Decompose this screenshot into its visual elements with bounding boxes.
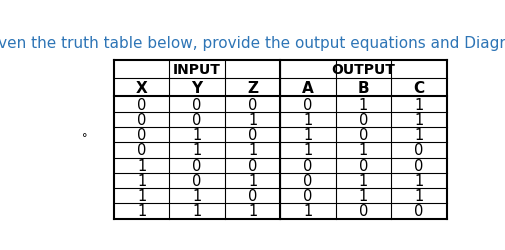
Text: 1: 1 bbox=[414, 97, 424, 112]
Text: 1: 1 bbox=[192, 188, 202, 203]
Text: 1: 1 bbox=[414, 128, 424, 142]
Text: °: ° bbox=[82, 133, 87, 143]
Text: 0: 0 bbox=[248, 97, 258, 112]
Text: 1: 1 bbox=[414, 188, 424, 203]
Text: 0: 0 bbox=[359, 128, 368, 142]
Text: 1: 1 bbox=[248, 173, 257, 188]
Text: 0: 0 bbox=[359, 204, 368, 218]
Text: 1: 1 bbox=[359, 188, 368, 203]
Text: X: X bbox=[136, 80, 147, 96]
Text: 1: 1 bbox=[192, 204, 202, 218]
Text: 0: 0 bbox=[304, 173, 313, 188]
Text: 0: 0 bbox=[192, 158, 202, 173]
Text: 0: 0 bbox=[248, 188, 258, 203]
Text: 1: 1 bbox=[359, 97, 368, 112]
Text: B: B bbox=[358, 80, 369, 96]
Text: A: A bbox=[302, 80, 314, 96]
Text: C: C bbox=[414, 80, 425, 96]
Text: 0: 0 bbox=[304, 158, 313, 173]
Text: 1: 1 bbox=[304, 112, 313, 127]
Text: 1: 1 bbox=[137, 188, 146, 203]
Text: 1: 1 bbox=[304, 204, 313, 218]
Text: 0: 0 bbox=[137, 112, 146, 127]
Text: Given the truth table below, provide the output equations and Diagram.: Given the truth table below, provide the… bbox=[0, 36, 505, 51]
Text: 0: 0 bbox=[359, 158, 368, 173]
Text: 1: 1 bbox=[359, 173, 368, 188]
Text: 0: 0 bbox=[192, 112, 202, 127]
Text: 1: 1 bbox=[248, 112, 257, 127]
Text: OUTPUT: OUTPUT bbox=[332, 63, 395, 77]
Text: 0: 0 bbox=[414, 143, 424, 158]
Text: 1: 1 bbox=[248, 143, 257, 158]
Text: 0: 0 bbox=[304, 97, 313, 112]
Text: 0: 0 bbox=[248, 158, 258, 173]
Text: 1: 1 bbox=[192, 128, 202, 142]
Text: 1: 1 bbox=[137, 173, 146, 188]
Text: 1: 1 bbox=[304, 128, 313, 142]
Text: 1: 1 bbox=[137, 204, 146, 218]
Text: INPUT: INPUT bbox=[173, 63, 221, 77]
Text: 0: 0 bbox=[414, 204, 424, 218]
Text: 0: 0 bbox=[359, 112, 368, 127]
Text: 0: 0 bbox=[192, 173, 202, 188]
Text: 1: 1 bbox=[414, 112, 424, 127]
Text: 1: 1 bbox=[137, 158, 146, 173]
Text: 1: 1 bbox=[248, 204, 257, 218]
Text: 1: 1 bbox=[359, 143, 368, 158]
Text: Y: Y bbox=[191, 80, 203, 96]
Text: 1: 1 bbox=[414, 173, 424, 188]
Text: 0: 0 bbox=[192, 97, 202, 112]
Text: 0: 0 bbox=[137, 128, 146, 142]
Text: 0: 0 bbox=[414, 158, 424, 173]
Text: 0: 0 bbox=[304, 188, 313, 203]
Text: 1: 1 bbox=[192, 143, 202, 158]
Text: 0: 0 bbox=[248, 128, 258, 142]
Text: Z: Z bbox=[247, 80, 258, 96]
Text: 1: 1 bbox=[304, 143, 313, 158]
Text: 0: 0 bbox=[137, 143, 146, 158]
Text: 0: 0 bbox=[137, 97, 146, 112]
